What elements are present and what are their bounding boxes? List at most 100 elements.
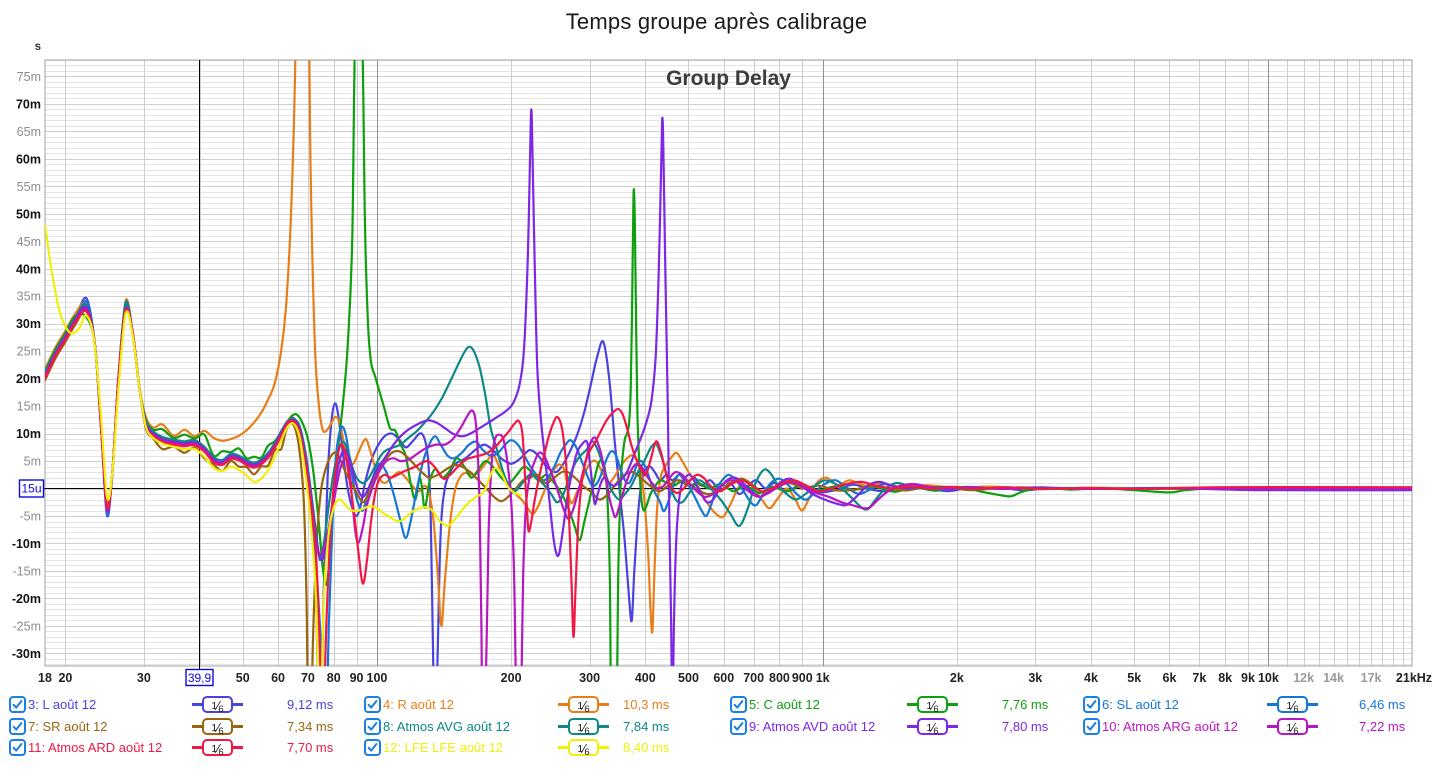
y-tick-label: 60m bbox=[16, 152, 41, 166]
checkmark-icon bbox=[12, 721, 23, 731]
legend-delay-value-R: 10,3 ms bbox=[623, 697, 670, 712]
y-tick-label: 15m bbox=[17, 400, 41, 414]
y-tick-label: 25m bbox=[17, 345, 41, 359]
cursor-crosshair bbox=[44, 60, 1412, 669]
series-curves bbox=[45, 60, 1412, 666]
legend-delay-value-C: 7,76 ms bbox=[1002, 697, 1049, 712]
smoothing-line-left bbox=[558, 703, 569, 706]
legend-checkbox-C[interactable] bbox=[730, 696, 747, 713]
curve-R bbox=[45, 60, 1412, 634]
legend-checkbox-LFE[interactable] bbox=[364, 739, 381, 756]
legend-entry-C: 5: C août 12 1⁄6 7,76 ms bbox=[0, 696, 1433, 715]
y-tick-label: 35m bbox=[17, 290, 41, 304]
checkmark-icon bbox=[12, 700, 23, 709]
y-tick-label: -30m bbox=[12, 647, 41, 661]
axis-labels: 75m 70m 65m 60m 55m 50m 45m 40m 35m 30m 25m 20m 15m 1… bbox=[12, 41, 1432, 685]
x-tick-label: 17k bbox=[1361, 671, 1382, 685]
x-tick-label: 20 bbox=[58, 671, 72, 685]
legend-checkbox-SR[interactable] bbox=[9, 717, 26, 735]
legend-checkbox-SL[interactable] bbox=[1083, 696, 1100, 713]
legend-series-name-R[interactable]: 4: R août 12 bbox=[383, 697, 454, 712]
y-tick-label: 30m bbox=[16, 317, 41, 331]
x-tick-label: 6k bbox=[1163, 671, 1177, 685]
x-tick-label: 12k bbox=[1293, 671, 1314, 685]
smoothing-value: 1⁄6 bbox=[926, 698, 939, 715]
smoothing-box-AVD[interactable]: 1⁄6 bbox=[917, 717, 948, 737]
legend-series-name-ARD[interactable]: 11: Atmos ARD août 12 bbox=[28, 740, 163, 755]
grid bbox=[44, 59, 1413, 667]
smoothing-value: 1⁄6 bbox=[211, 741, 224, 758]
legend-delay-value-AVD: 7,80 ms bbox=[1002, 718, 1049, 734]
y-tick-label: 55m bbox=[17, 180, 41, 194]
legend-entry-AVD: 9: Atmos AVD août 12 1⁄6 7,80 ms bbox=[0, 717, 1433, 737]
legend-delay-value-SL: 6,46 ms bbox=[1359, 697, 1406, 712]
smoothing-line-left bbox=[558, 724, 569, 728]
y-tick-label: 75m bbox=[17, 70, 41, 84]
smoothing-line-left bbox=[558, 746, 569, 749]
chart-title: Group Delay bbox=[666, 67, 791, 90]
smoothing-line-right bbox=[598, 703, 609, 706]
smoothing-line-left bbox=[192, 724, 203, 728]
checkmark-icon bbox=[367, 700, 378, 709]
v-decade-gridlines bbox=[377, 60, 1269, 666]
y-tick-label: 65m bbox=[17, 125, 41, 139]
x-tick-label: 18 bbox=[38, 671, 52, 685]
legend-series-name-AVG[interactable]: 8: Atmos AVG août 12 bbox=[383, 718, 510, 734]
smoothing-value: 1⁄6 bbox=[211, 719, 224, 737]
legend-series-name-L[interactable]: 3: L août 12 bbox=[28, 697, 97, 712]
legend-checkbox-ARD[interactable] bbox=[9, 739, 26, 756]
y-tick-label: -15m bbox=[13, 564, 41, 578]
smoothing-box-R[interactable]: 1⁄6 bbox=[568, 696, 599, 715]
x-tick-label: 700 bbox=[743, 671, 764, 685]
y-tick-label: -20m bbox=[12, 592, 41, 606]
smoothing-box-L[interactable]: 1⁄6 bbox=[202, 696, 233, 715]
legend-entry-R: 4: R août 12 1⁄6 10,3 ms bbox=[0, 696, 1433, 715]
smoothing-box-ARG[interactable]: 1⁄6 bbox=[1277, 717, 1308, 737]
smoothing-box-SL[interactable]: 1⁄6 bbox=[1277, 696, 1308, 715]
checkmark-icon bbox=[733, 700, 744, 709]
legend-entry-SL: 6: SL août 12 1⁄6 6,46 ms bbox=[0, 696, 1433, 715]
cursor-x-box bbox=[185, 668, 214, 687]
cursor-y-box bbox=[18, 479, 45, 498]
legend-series-name-AVD[interactable]: 9: Atmos AVD août 12 bbox=[749, 718, 876, 734]
legend-checkbox-L[interactable] bbox=[9, 696, 26, 713]
legend-checkbox-AVG[interactable] bbox=[364, 717, 381, 735]
legend-series-name-SR[interactable]: 7: SR août 12 bbox=[28, 718, 108, 734]
legend-series-name-SL[interactable]: 6: SL août 12 bbox=[1102, 697, 1179, 712]
legend-checkbox-AVD[interactable] bbox=[730, 717, 747, 735]
legend-entry-ARD: 11: Atmos ARD août 12 1⁄6 7,70 ms bbox=[0, 739, 1433, 758]
legend-checkbox-ARG[interactable] bbox=[1083, 717, 1100, 735]
legend-series-name-ARG[interactable]: 10: Atmos ARG août 12 bbox=[1102, 718, 1238, 734]
legend-entry-AVG: 8: Atmos AVG août 12 1⁄6 7,84 ms bbox=[0, 717, 1433, 737]
y-tick-label: 45m bbox=[17, 235, 41, 249]
legend-delay-value-LFE: 8,40 ms bbox=[623, 740, 670, 755]
smoothing-value: 1⁄6 bbox=[1286, 719, 1299, 737]
x-tick-label: 30 bbox=[137, 671, 151, 685]
smoothing-line-left bbox=[192, 703, 203, 706]
x-tick-label: 400 bbox=[635, 671, 656, 685]
cursor-x-value: 39,9 bbox=[188, 671, 212, 685]
checkmark-icon bbox=[733, 721, 744, 731]
v-minor-gridlines bbox=[65, 60, 1404, 666]
legend-checkbox-R[interactable] bbox=[364, 696, 381, 713]
x-tick-label: 5k bbox=[1127, 671, 1141, 685]
smoothing-box-LFE[interactable]: 1⁄6 bbox=[568, 739, 599, 758]
y-tick-label: 70m bbox=[16, 97, 41, 111]
smoothing-line-left bbox=[1267, 724, 1278, 728]
smoothing-line-right bbox=[947, 724, 958, 728]
legend-series-name-LFE[interactable]: 12: LFE LFE août 12 bbox=[383, 740, 503, 755]
legend-series-name-C[interactable]: 5: C août 12 bbox=[749, 697, 820, 712]
smoothing-value: 1⁄6 bbox=[211, 698, 224, 715]
legend-delay-value-AVG: 7,84 ms bbox=[623, 718, 670, 734]
legend-entry-SR: 7: SR août 12 1⁄6 7,34 ms bbox=[0, 717, 1433, 737]
y-tick-label: 10m bbox=[16, 427, 41, 441]
h-major-gridlines bbox=[45, 76, 1412, 654]
legend: 3: L août 12 1⁄6 9,12 ms 4: R août 12 1⁄6 10,… bbox=[0, 694, 1433, 760]
curve-AVD bbox=[45, 108, 1412, 666]
x-tick-label: 10k bbox=[1258, 671, 1279, 685]
smoothing-line-right bbox=[232, 746, 243, 749]
x-tick-label: 60 bbox=[271, 671, 285, 685]
curve-LFE bbox=[45, 223, 522, 666]
